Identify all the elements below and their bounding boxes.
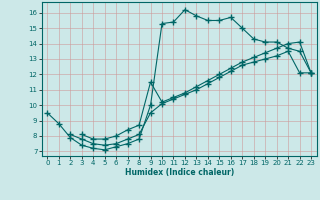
X-axis label: Humidex (Indice chaleur): Humidex (Indice chaleur) xyxy=(124,168,234,177)
